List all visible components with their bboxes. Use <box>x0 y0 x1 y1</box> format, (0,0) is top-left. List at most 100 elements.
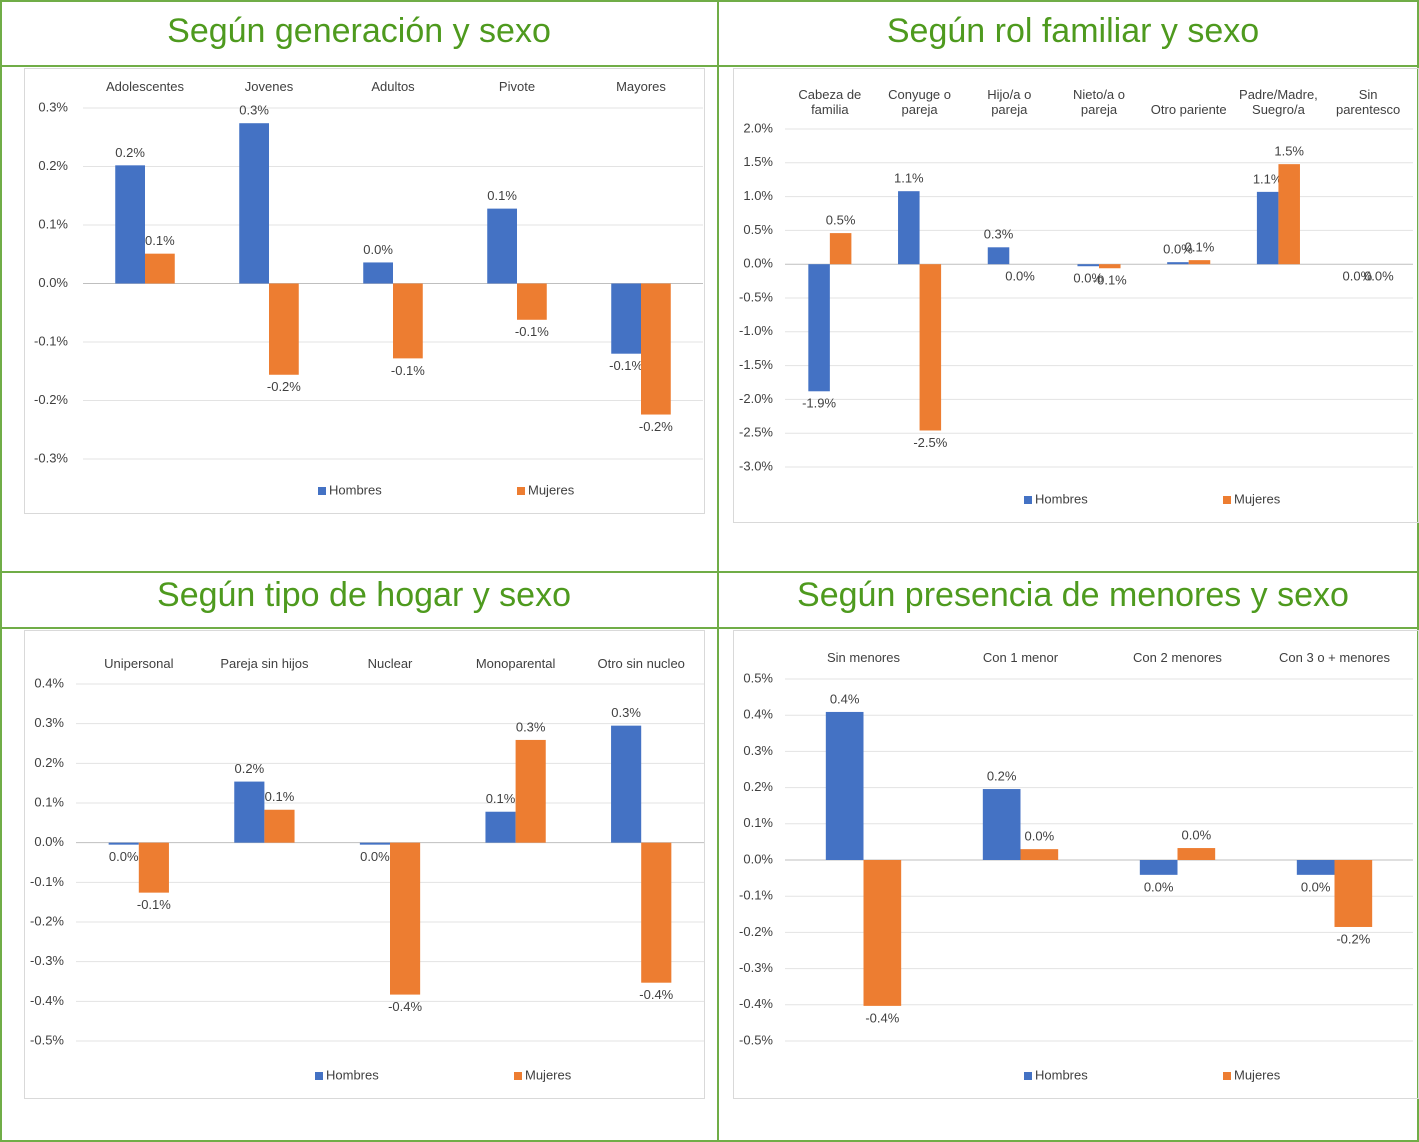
bar <box>1099 264 1121 269</box>
bar <box>611 725 642 843</box>
x-category-label: Cabeza de familia <box>798 87 861 117</box>
data-label: 0.0% <box>109 849 139 864</box>
chart-title: Según presencia de menores y sexo <box>797 576 1349 614</box>
data-label: 0.4% <box>830 691 860 706</box>
data-label: 0.1% <box>487 188 517 203</box>
bar <box>485 811 516 843</box>
data-label: 1.1% <box>1253 171 1283 186</box>
y-tick-label: 0.5% <box>743 222 773 237</box>
data-label: 0.0% <box>1343 269 1373 284</box>
data-label: 0.0% <box>1163 242 1193 257</box>
bar <box>1177 848 1216 860</box>
bar <box>515 739 546 843</box>
y-tick-label: 0.2% <box>34 755 64 770</box>
y-tick-label: -0.3% <box>739 960 773 975</box>
x-category-label: Adolescentes <box>106 79 185 94</box>
data-label: -0.1% <box>609 358 643 373</box>
legend-label: Mujeres <box>528 482 575 497</box>
x-category-label: Adultos <box>371 79 415 94</box>
data-label: 1.1% <box>894 171 924 186</box>
data-label: 0.3% <box>239 103 269 118</box>
data-label: -0.2% <box>1336 931 1370 946</box>
x-category-label: Conyuge o pareja <box>888 87 951 117</box>
bar <box>138 842 169 893</box>
y-tick-label: 0.4% <box>743 707 773 722</box>
data-label: 0.2% <box>987 768 1017 783</box>
x-category-label: Jovenes <box>245 79 294 94</box>
bar <box>1077 264 1099 267</box>
legend-label: Mujeres <box>1234 491 1281 506</box>
x-category-label: Pivote <box>499 79 535 94</box>
y-tick-label: 1.5% <box>743 154 773 169</box>
bar <box>1188 260 1211 265</box>
legend-swatch <box>1024 496 1032 504</box>
bar <box>1256 191 1279 265</box>
bar <box>611 283 641 354</box>
legend-swatch <box>1024 1072 1032 1080</box>
bar <box>264 809 295 843</box>
bar <box>919 264 942 431</box>
bar <box>1334 860 1373 927</box>
y-tick-label: 0.0% <box>38 275 68 290</box>
y-tick-label: 0.0% <box>743 851 773 866</box>
bar <box>517 283 547 320</box>
y-tick-label: -0.2% <box>739 924 773 939</box>
data-label: -2.5% <box>913 435 947 450</box>
x-category-label: Otro sin nucleo <box>597 656 684 671</box>
legend-label: Mujeres <box>525 1067 572 1082</box>
legend-swatch <box>1223 496 1231 504</box>
data-label: 0.3% <box>611 705 641 720</box>
bar <box>269 283 299 375</box>
chart-title: Según rol familiar y sexo <box>887 12 1259 50</box>
bar <box>487 208 517 284</box>
y-tick-label: 0.1% <box>34 794 64 809</box>
data-label: -0.1% <box>137 897 171 912</box>
y-tick-label: 0.0% <box>34 834 64 849</box>
data-label: -0.2% <box>639 419 673 434</box>
x-category-label: Unipersonal <box>104 656 173 671</box>
bar <box>234 781 265 843</box>
legend-swatch <box>514 1072 522 1080</box>
bar <box>641 283 671 415</box>
bar <box>145 253 175 284</box>
chart-title: Según generación y sexo <box>167 12 551 50</box>
y-tick-label: 0.3% <box>38 99 68 114</box>
data-label: 0.1% <box>486 791 516 806</box>
y-tick-label: 0.2% <box>743 779 773 794</box>
y-tick-label: -0.5% <box>30 1032 64 1047</box>
x-category-label: Con 2 menores <box>1133 650 1222 665</box>
data-label: -0.4% <box>865 1010 899 1025</box>
y-tick-label: -0.3% <box>34 450 68 465</box>
data-label: 0.0% <box>1073 271 1103 286</box>
bar <box>641 842 672 983</box>
x-category-label: Mayores <box>616 79 666 94</box>
legend-swatch <box>1223 1072 1231 1080</box>
data-label: 0.5% <box>826 213 856 228</box>
data-label: -0.1% <box>515 324 549 339</box>
bar <box>359 842 390 845</box>
bar <box>1278 164 1300 265</box>
y-tick-label: -0.4% <box>739 996 773 1011</box>
bar <box>1139 860 1178 875</box>
data-label: -0.1% <box>1093 273 1127 288</box>
x-category-label: Con 3 o + menores <box>1279 650 1390 665</box>
x-category-label: Sin parentesco <box>1336 87 1400 117</box>
bar <box>808 264 830 392</box>
x-category-label: Nuclear <box>368 656 413 671</box>
legend-label: Hombres <box>329 482 382 497</box>
y-tick-label: -0.1% <box>739 888 773 903</box>
bar <box>898 191 920 265</box>
data-label: 0.0% <box>1301 879 1331 894</box>
bar <box>1167 262 1189 265</box>
y-tick-label: -2.0% <box>739 391 773 406</box>
bar <box>987 247 1010 265</box>
data-label: 0.2% <box>115 145 145 160</box>
x-category-label: Nieto/a o pareja <box>1073 87 1125 117</box>
bar <box>108 842 139 845</box>
y-tick-label: -0.2% <box>34 392 68 407</box>
x-category-label: Otro pariente <box>1151 102 1227 117</box>
chart-title: Según tipo de hogar y sexo <box>157 576 571 614</box>
bar <box>363 262 393 284</box>
x-category-label: Monoparental <box>476 656 556 671</box>
